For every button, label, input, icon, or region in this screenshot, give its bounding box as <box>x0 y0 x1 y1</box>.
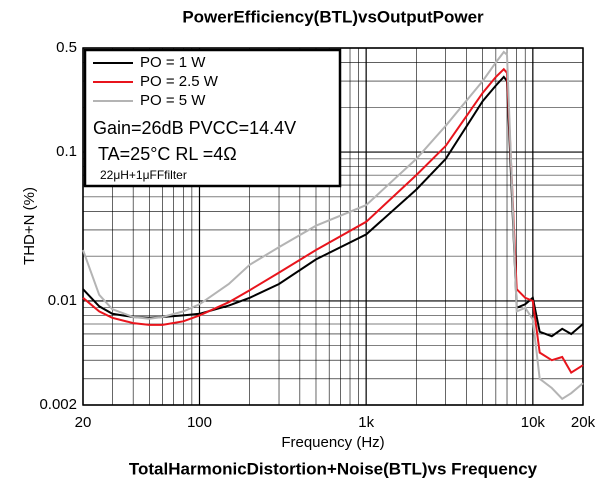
x-axis-label: Frequency (Hz) <box>281 434 384 451</box>
x-tick-label: 20k <box>571 414 596 431</box>
x-tick-label: 100 <box>187 414 212 431</box>
legend-box <box>83 48 342 188</box>
y-tick-label: 0.01 <box>48 292 77 309</box>
legend-label: PO = 5 W <box>140 92 206 109</box>
plot-frame <box>82 47 584 406</box>
y-axis-label: THD+N (%) <box>21 187 38 265</box>
y-tick-label: 0.1 <box>56 143 77 160</box>
annotation: Gain=26dB PVCC=14.4V <box>93 118 296 138</box>
series-line <box>82 67 584 374</box>
series-line <box>82 50 584 401</box>
x-tick-label: 10k <box>521 414 546 431</box>
x-tick-label: 1k <box>358 414 374 431</box>
legend-label: PO = 2.5 W <box>140 73 219 90</box>
chart-subtitle: TotalHarmonicDistortion+Noise(BTL)vs Fre… <box>129 459 538 478</box>
y-tick-label: 0.002 <box>39 396 77 413</box>
annotation: 22μH+1μFFfilter <box>100 168 187 182</box>
annotation: TA=25°C RL =4Ω <box>98 144 237 164</box>
x-tick-label: 20 <box>75 414 92 431</box>
y-tick-label: 0.5 <box>56 39 77 56</box>
legend-label: PO = 1 W <box>140 54 206 71</box>
chart-title: PowerEfficiency(BTL)vsOutputPower <box>182 7 484 26</box>
